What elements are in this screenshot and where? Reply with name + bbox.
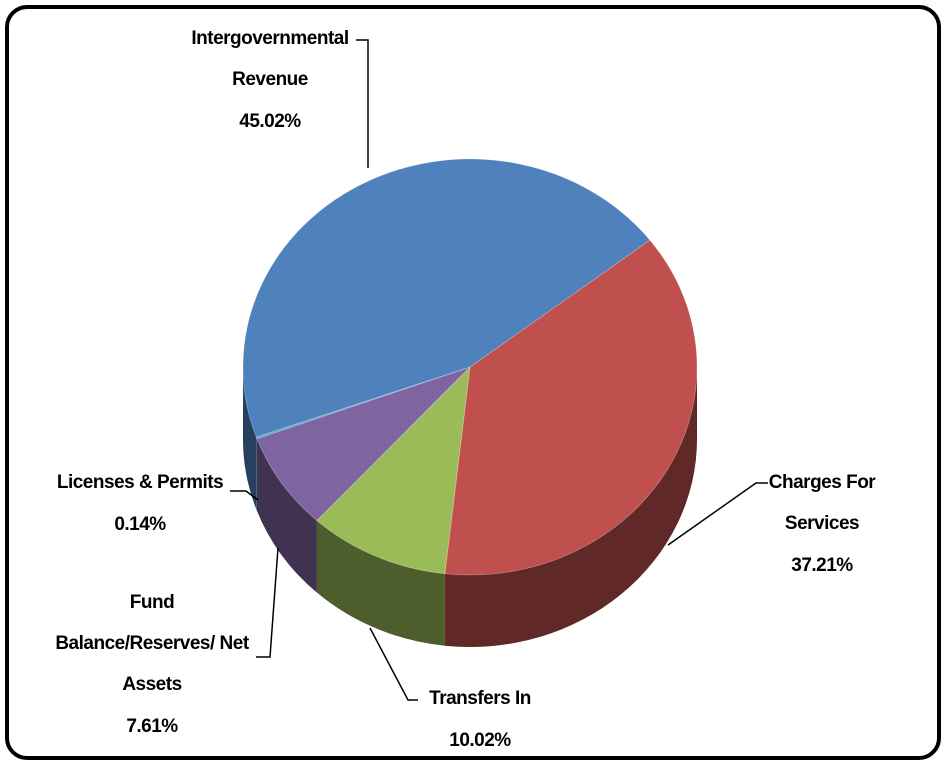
data-label: Licenses & Permits 0.14%: [40, 462, 240, 547]
leader-line: [667, 482, 768, 546]
slice-side-shade: [243, 367, 257, 510]
data-label: Fund Balance/Reserves/ Net Assets 7.61%: [52, 582, 252, 749]
label-name: Transfers In: [429, 688, 531, 709]
leader-line: [369, 627, 418, 701]
label-name: Charges For Services: [768, 472, 876, 534]
leader-line: [230, 490, 259, 501]
label-name: Licenses & Permits: [56, 472, 224, 493]
data-label: Charges For Services 37.21%: [752, 462, 892, 588]
slice-side-shade: [316, 520, 445, 646]
data-label: Transfers In 10.02%: [405, 678, 555, 763]
label-value: 7.61%: [126, 716, 178, 737]
label-value: 0.14%: [114, 514, 166, 535]
pie: [242, 158, 698, 647]
slice-side-shade: [256, 438, 317, 593]
slice: [316, 365, 471, 575]
data-label: Intergovernmental Revenue 45.02%: [170, 18, 370, 144]
leader-line: [256, 547, 279, 658]
leader-line: [356, 39, 369, 168]
label-name: Fund Balance/Reserves/ Net Assets: [55, 592, 249, 695]
slice-side-shade: [444, 367, 697, 647]
slice-side-shade: [256, 437, 257, 511]
slice: [256, 366, 471, 522]
label-name: Intergovernmental Revenue: [191, 28, 349, 90]
leader-lines: [230, 39, 768, 701]
slice: [255, 366, 471, 440]
label-value: 37.21%: [791, 555, 853, 576]
slice: [444, 239, 698, 576]
slice: [242, 158, 651, 438]
label-value: 45.02%: [239, 111, 301, 132]
label-value: 10.02%: [449, 730, 511, 751]
